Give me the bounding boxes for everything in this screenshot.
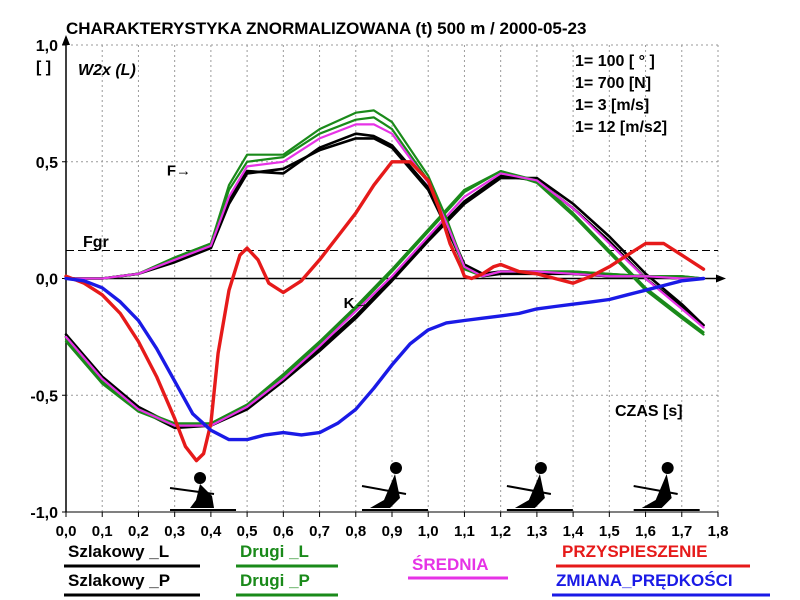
threshold-label: Fgr: [83, 234, 109, 251]
legend-drugi-l: Drugi _L: [240, 542, 309, 561]
scale-force: 1= 700 [N]: [575, 75, 651, 92]
x-tick-label: 0,5: [237, 523, 258, 540]
scale-acceleration: 1= 12 [m/s2]: [575, 119, 667, 136]
y-tick-label: -1,0: [30, 505, 58, 522]
chart-subtitle: W2x (L): [78, 62, 136, 79]
y-unit-label: [ ]: [36, 59, 51, 76]
series-lines: [64, 109, 706, 463]
x-tick-label: 1,6: [635, 523, 656, 540]
series-angle--rednia: [64, 172, 705, 427]
force-annotation: F→: [167, 162, 191, 179]
legend-zmiana-predkosci: ZMIANA_PRĘDKOŚCI: [556, 571, 733, 590]
x-tick-label: 0,9: [382, 523, 403, 540]
x-tick-label: 0,7: [309, 523, 330, 540]
chart-title: CHARAKTERYSTYKA ZNORMALIZOWANA (t) 500 m…: [66, 19, 586, 38]
x-axis-label: CZAS [s]: [615, 403, 683, 420]
series-force-drugi-p: [64, 109, 705, 280]
k-annotation: K→: [344, 295, 370, 312]
legend-szlakowy-l: Szlakowy _L: [68, 542, 169, 561]
rower-catch-icon: [169, 472, 237, 511]
y-tick-label: -0,5: [30, 388, 58, 405]
x-tick-label: 1,7: [671, 523, 692, 540]
scale-angle: 1= 100 [ ° ]: [575, 53, 655, 70]
y-tick-label: 0,5: [36, 155, 58, 172]
legend-przyspieszenie: PRZYSPIESZENIE: [562, 542, 707, 561]
rower-drive-icon: [361, 462, 428, 511]
x-tick-label: 1,0: [418, 523, 439, 540]
y-tick-label: 0,0: [36, 272, 58, 289]
y-axis-arrow-icon: [62, 35, 70, 45]
series-vel-zmiana-pr-dko-ci: [64, 276, 706, 442]
series-acc-przyspieszenie: [64, 160, 706, 463]
x-tick-label: 0,0: [56, 523, 77, 540]
legend-srednia: ŚREDNIA: [412, 555, 489, 574]
x-tick-label: 0,8: [345, 523, 366, 540]
series-force-szlakowy-l: [64, 137, 705, 280]
x-tick-label: 1,8: [708, 523, 729, 540]
x-axis-arrow-icon: [716, 274, 726, 283]
x-tick-label: 0,3: [164, 523, 185, 540]
x-tick-label: 1,2: [490, 523, 511, 540]
rower-finish-icon: [506, 462, 573, 511]
legend-drugi-p: Drugi _P: [240, 571, 310, 590]
series-force-szlakowy-p: [64, 132, 705, 280]
x-tick-label: 1,3: [526, 523, 547, 540]
legend-szlakowy-p: Szlakowy _P: [68, 571, 170, 590]
x-tick-label: 0,1: [92, 523, 113, 540]
series-angle-szlakowy-p: [64, 176, 705, 430]
rower-recovery-icon: [633, 462, 700, 511]
y-tick-label: 1,0: [36, 38, 58, 55]
x-tick-label: 0,6: [273, 523, 294, 540]
series-force--rednia: [64, 123, 705, 280]
x-tick-label: 1,5: [599, 523, 620, 540]
x-tick-label: 0,2: [128, 523, 149, 540]
scale-velocity: 1= 3 [m/s]: [575, 97, 649, 114]
x-tick-label: 0,4: [200, 523, 222, 540]
x-tick-label: 1,4: [563, 523, 585, 540]
x-tick-label: 1,1: [454, 523, 475, 540]
rower-icons: [169, 462, 700, 511]
legend: Szlakowy _L Szlakowy _P Drugi _L Drugi _…: [64, 542, 770, 597]
